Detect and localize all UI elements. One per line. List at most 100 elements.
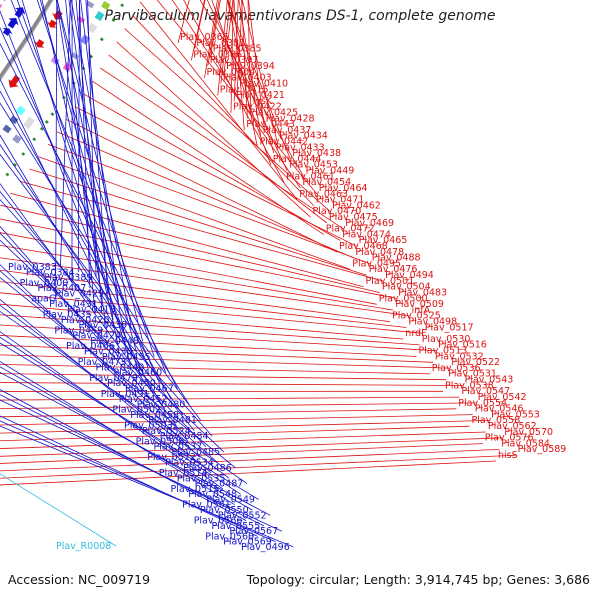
accession-text: Accession: NC_009719 xyxy=(8,572,151,587)
reverse-gene-label: Plav_0486 xyxy=(183,463,232,474)
reverse-gene-label: Plav_0429 xyxy=(55,288,104,299)
leader-line xyxy=(132,15,314,206)
marker-tick xyxy=(50,112,55,117)
forward-gene-label: Plav_0472 xyxy=(326,224,375,235)
forward-gene-label: Plav_0576 xyxy=(485,433,534,444)
leader-line xyxy=(0,304,230,479)
reverse-gene-label: Plav_0407 xyxy=(38,283,87,294)
reverse-gene-label: Plav_0549 xyxy=(206,495,255,506)
gene-arrow xyxy=(8,75,21,88)
leader-line xyxy=(220,0,231,84)
leader-line xyxy=(0,310,248,484)
forward-gene-label: Plav_0475 xyxy=(329,212,378,223)
reverse-gene-label: Plav_0514 xyxy=(159,468,208,479)
forward-feature-ring xyxy=(2,0,95,134)
forward-gene-label: Plav_0449 xyxy=(306,166,355,177)
leader-line xyxy=(0,449,500,472)
forward-gene-label: Plav_0464 xyxy=(319,183,368,194)
reverse-gene-label: Plav_0484 xyxy=(160,431,209,442)
gene-arrow xyxy=(34,39,45,48)
leader-line xyxy=(10,0,167,373)
leader-line xyxy=(236,0,243,90)
reverse-gene-label: apaG xyxy=(31,294,56,305)
reverse-gene-label: Plav_0448 xyxy=(90,336,139,347)
feature-tile xyxy=(80,34,91,45)
reverse-gene-label: Plav_0534 xyxy=(165,458,214,469)
reverse-gene-label: Plav_0512 xyxy=(147,452,196,463)
reverse-gene-label: Plav_0560 xyxy=(205,531,254,542)
reverse-gene-label: Plav_0502 xyxy=(112,405,161,416)
label-leader-lines xyxy=(0,0,516,548)
backbone-highlight xyxy=(0,0,54,82)
leader-line xyxy=(0,183,177,426)
forward-gene-label: Plav_0495 xyxy=(352,258,401,269)
forward-gene-label: Plav_0517 xyxy=(425,322,474,333)
leader-line xyxy=(0,90,172,400)
forward-gene-label: Plav_0443 xyxy=(246,119,295,130)
forward-gene-label: Plav_0509 xyxy=(395,299,444,310)
forward-gene-label: Plav_0558 xyxy=(472,415,521,426)
leader-line xyxy=(0,473,117,547)
reverse-gene-label: Plav_0384 xyxy=(26,267,75,278)
forward-gene-label: Plav_0422 xyxy=(233,102,282,113)
marker-tick xyxy=(81,66,86,71)
forward-gene-label: Plav_0433 xyxy=(276,142,325,153)
forward-gene-label: Plav_0543 xyxy=(465,375,514,386)
forward-gene-label: Plav_0442 xyxy=(260,137,309,148)
leader-line xyxy=(0,314,420,346)
forward-gene-label: Plav_0501 xyxy=(366,276,415,287)
marker-tick xyxy=(111,18,116,22)
reverse-gene-label: Plav_0508 xyxy=(136,436,185,447)
marker-tick xyxy=(89,54,94,59)
forward-gene-label: Plav_0403 xyxy=(223,73,272,84)
leader-line xyxy=(68,0,114,320)
leader-line xyxy=(241,0,248,119)
reverse-gene-label: Plav_0431 xyxy=(49,299,98,310)
reverse-gene-label: Plav_0455 xyxy=(102,352,151,363)
leader-line xyxy=(0,366,253,511)
forward-gene-label: Plav_0444 xyxy=(273,154,322,165)
marker-tick xyxy=(99,37,104,42)
reverse-gene-label: Plav_0561 xyxy=(182,500,231,511)
forward-gene-label: Plav_0425 xyxy=(249,108,298,119)
reverse-gene-label: Plav_0439 xyxy=(79,320,128,331)
leader-line xyxy=(248,0,265,125)
leader-line xyxy=(0,281,407,328)
forward-gene-label: nrdF xyxy=(405,328,426,339)
forward-gene-label: Plav_0478 xyxy=(355,247,404,258)
forward-gene-label: Plav_0385 xyxy=(213,44,262,55)
leader-line xyxy=(0,363,430,375)
feature-tile xyxy=(87,22,98,34)
forward-gene-label: hisS xyxy=(498,450,518,461)
reverse-gene-label: Plav_0459 xyxy=(54,325,103,336)
feature-tile xyxy=(12,134,22,144)
leader-line xyxy=(0,257,410,317)
leader-line xyxy=(206,0,288,171)
leader-line xyxy=(108,54,328,224)
leader-line xyxy=(0,460,497,486)
leader-line xyxy=(217,0,228,96)
forward-gene-label: Plav_0415 xyxy=(220,84,269,95)
leader-line xyxy=(0,244,394,311)
marker-tick xyxy=(32,137,37,142)
reverse-gene-label: Plav_0389 xyxy=(44,273,93,284)
reverse-gene-label: Plav_0420 xyxy=(61,315,110,326)
forward-gene-label: lysK xyxy=(253,96,273,107)
leader-line xyxy=(139,1,298,201)
reverse-gene-label: Plav_0413 xyxy=(67,304,116,315)
forward-gene-label: Plav_0465 xyxy=(359,235,408,246)
gene-labels: Plav_0365Plav_0381Plav_0385Plav_0386Plav… xyxy=(8,32,566,553)
leader-line xyxy=(0,342,259,500)
leader-line xyxy=(0,399,282,532)
reverse-gene-label: Plav_0400 xyxy=(20,278,69,289)
leader-line xyxy=(0,408,457,418)
reverse-gene-label: Plav_0485 xyxy=(171,447,220,458)
leader-line xyxy=(0,270,218,463)
gene-arrow xyxy=(2,27,13,36)
leader-line xyxy=(0,42,178,389)
marker-tick xyxy=(5,172,10,177)
leader-line xyxy=(65,118,338,253)
forward-gene-label: Plav_0469 xyxy=(345,218,394,229)
leader-line xyxy=(60,0,71,268)
